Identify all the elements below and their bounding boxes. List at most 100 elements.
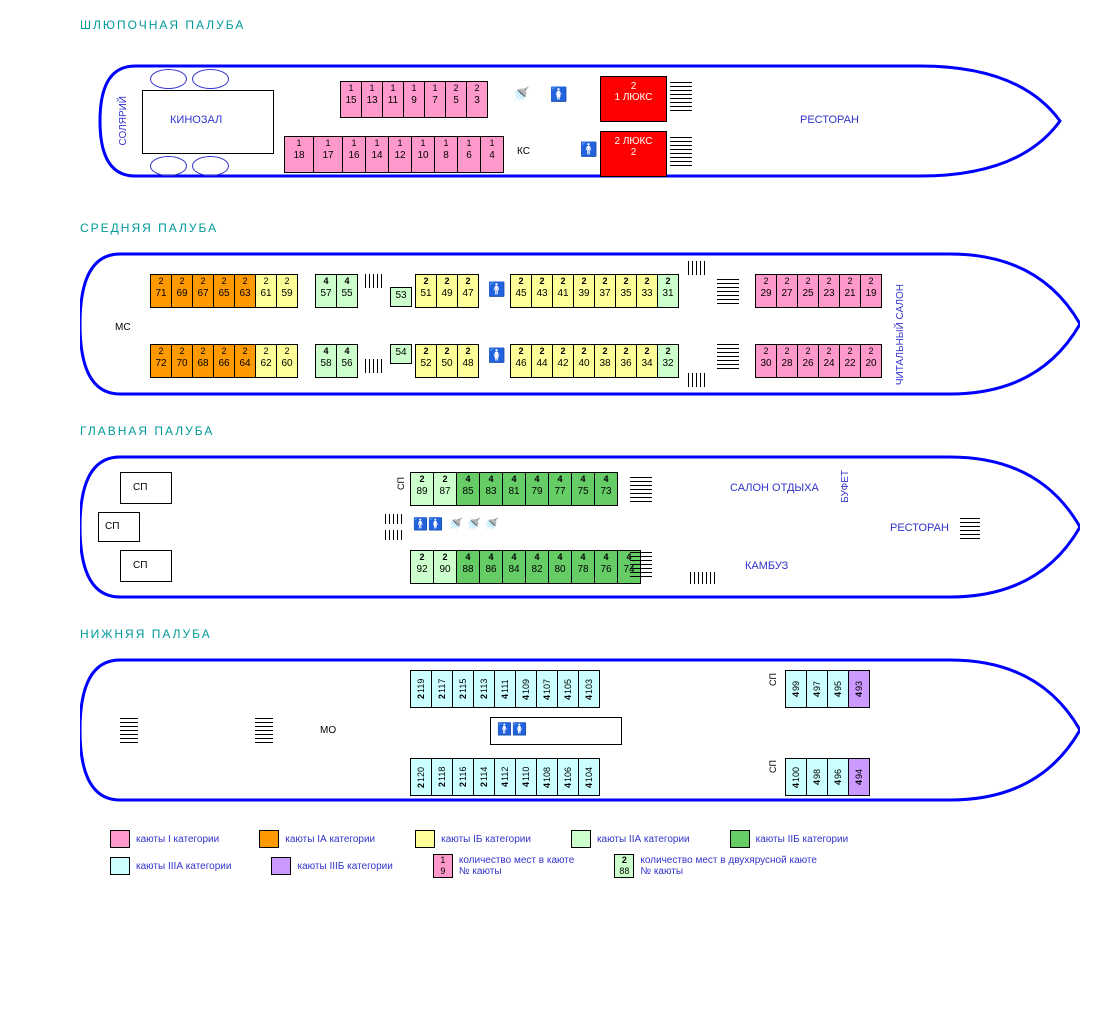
cabin-90: 290 <box>433 550 457 584</box>
sp-label: СП <box>133 482 147 493</box>
cabin-50: 250 <box>436 344 458 378</box>
stairs <box>688 373 706 387</box>
stairs <box>365 274 385 288</box>
cabin-97: 497 <box>806 670 828 708</box>
cabin-10: 110 <box>411 136 435 173</box>
cabin-34: 234 <box>636 344 658 378</box>
cabin-68: 268 <box>192 344 214 378</box>
cabin-38: 238 <box>594 344 616 378</box>
cabin-8: 18 <box>434 136 458 173</box>
sp-vert-label: СП <box>396 477 406 490</box>
cabin-36: 236 <box>615 344 637 378</box>
mc-label: МС <box>115 322 131 333</box>
cabin-65: 265 <box>213 274 235 308</box>
cabin-62: 262 <box>255 344 277 378</box>
cabin-9: 19 <box>403 81 425 118</box>
cabin-110: 4110 <box>515 758 537 796</box>
cabin-99: 499 <box>785 670 807 708</box>
kinozal-label: КИНОЗАЛ <box>170 114 222 126</box>
cabin-105: 4105 <box>557 670 579 708</box>
cabin-26: 226 <box>797 344 819 378</box>
stairs <box>255 717 273 743</box>
cabin-40: 240 <box>573 344 595 378</box>
deck-title-4: НИЖНЯЯ ПАЛУБА <box>80 627 1107 641</box>
cabin-85: 485 <box>456 472 480 506</box>
cabin-33: 233 <box>636 274 658 308</box>
cabin-6: 16 <box>457 136 481 173</box>
woman-icon: 🚺 <box>550 86 567 103</box>
hull-outline-2 <box>80 239 1080 409</box>
stairs <box>670 136 692 166</box>
cabin-69: 269 <box>171 274 193 308</box>
woman-icon: 🚺 <box>488 347 505 364</box>
cabin-94: 494 <box>848 758 870 796</box>
cabin-47: 247 <box>457 274 479 308</box>
cabin-96: 496 <box>827 758 849 796</box>
cabin-81: 481 <box>502 472 526 506</box>
legend-item: каюты I категории <box>110 830 219 848</box>
cabin-27: 227 <box>776 274 798 308</box>
cabin-35: 235 <box>615 274 637 308</box>
lifeboat <box>150 156 187 176</box>
legend-item: каюты IIА категории <box>571 830 690 848</box>
cabin-119: 2119 <box>410 670 432 708</box>
legend-item: каюты IIIА категории <box>110 857 231 875</box>
cabin-64: 264 <box>234 344 256 378</box>
cabin-115: 2115 <box>452 670 474 708</box>
cabin-88: 488 <box>456 550 480 584</box>
cabin-31: 231 <box>657 274 679 308</box>
cabin-20: 220 <box>860 344 882 378</box>
cabin-15: 115 <box>340 81 362 118</box>
shower-icon: 🚿 <box>484 517 499 531</box>
buffet-label: БУФЕТ <box>840 470 851 503</box>
cabin-25: 225 <box>797 274 819 308</box>
stairs <box>717 279 739 304</box>
cabin-16: 116 <box>342 136 366 173</box>
cabin-66: 266 <box>213 344 235 378</box>
stairs <box>960 515 980 539</box>
kambuz-label: КАМБУЗ <box>745 560 788 572</box>
cabin-89: 289 <box>410 472 434 506</box>
cabin-103: 4103 <box>578 670 600 708</box>
cabin-63: 263 <box>234 274 256 308</box>
woman-icon: 🚺 <box>428 517 443 531</box>
cabin-100: 4100 <box>785 758 807 796</box>
deck-4: МО 211921172115211341114109410741054103 … <box>10 645 1107 815</box>
cabin-11: 111 <box>382 81 404 118</box>
cabin-82: 482 <box>525 550 549 584</box>
deck-title-3: ГЛАВНАЯ ПАЛУБА <box>80 424 1107 438</box>
cabin-54: 54 <box>390 344 412 364</box>
cabin-98: 498 <box>806 758 828 796</box>
cabin-111: 4111 <box>494 670 516 708</box>
cabin-52: 252 <box>415 344 437 378</box>
cabin-109: 4109 <box>515 670 537 708</box>
cabin-42: 242 <box>552 344 574 378</box>
deck-2: МС 271269267265263261259 457455 53 25124… <box>10 239 1107 409</box>
cabin-76: 476 <box>594 550 618 584</box>
cabin-14: 114 <box>365 136 389 173</box>
cabin-23: 223 <box>818 274 840 308</box>
cabin-106: 4106 <box>557 758 579 796</box>
legend-spec: 19количество мест в каюте№ каюты <box>433 854 575 878</box>
cabin-7: 17 <box>424 81 446 118</box>
cabin-104: 4104 <box>578 758 600 796</box>
legend-item: каюты IБ категории <box>415 830 531 848</box>
cabin-30: 230 <box>755 344 777 378</box>
cabin-39: 239 <box>573 274 595 308</box>
cabin-49: 249 <box>436 274 458 308</box>
cabin-19: 219 <box>860 274 882 308</box>
cabin-80: 480 <box>548 550 572 584</box>
man-icon: 🚹 <box>497 722 512 736</box>
lifeboat <box>192 156 229 176</box>
deck-1: СОЛЯРИЙ КИНОЗАЛ 11511311119172523 118117… <box>10 36 1107 206</box>
lux-cabin-2: 2 ЛЮКС2 <box>600 131 667 177</box>
cabin-43: 243 <box>531 274 553 308</box>
stairs <box>630 552 652 577</box>
cabin-46: 246 <box>510 344 532 378</box>
sp-label: СП <box>105 521 119 532</box>
cabin-113: 2113 <box>473 670 495 708</box>
cabin-45: 245 <box>510 274 532 308</box>
stairs <box>670 81 692 111</box>
cabin-28: 228 <box>776 344 798 378</box>
cabin-71: 271 <box>150 274 172 308</box>
